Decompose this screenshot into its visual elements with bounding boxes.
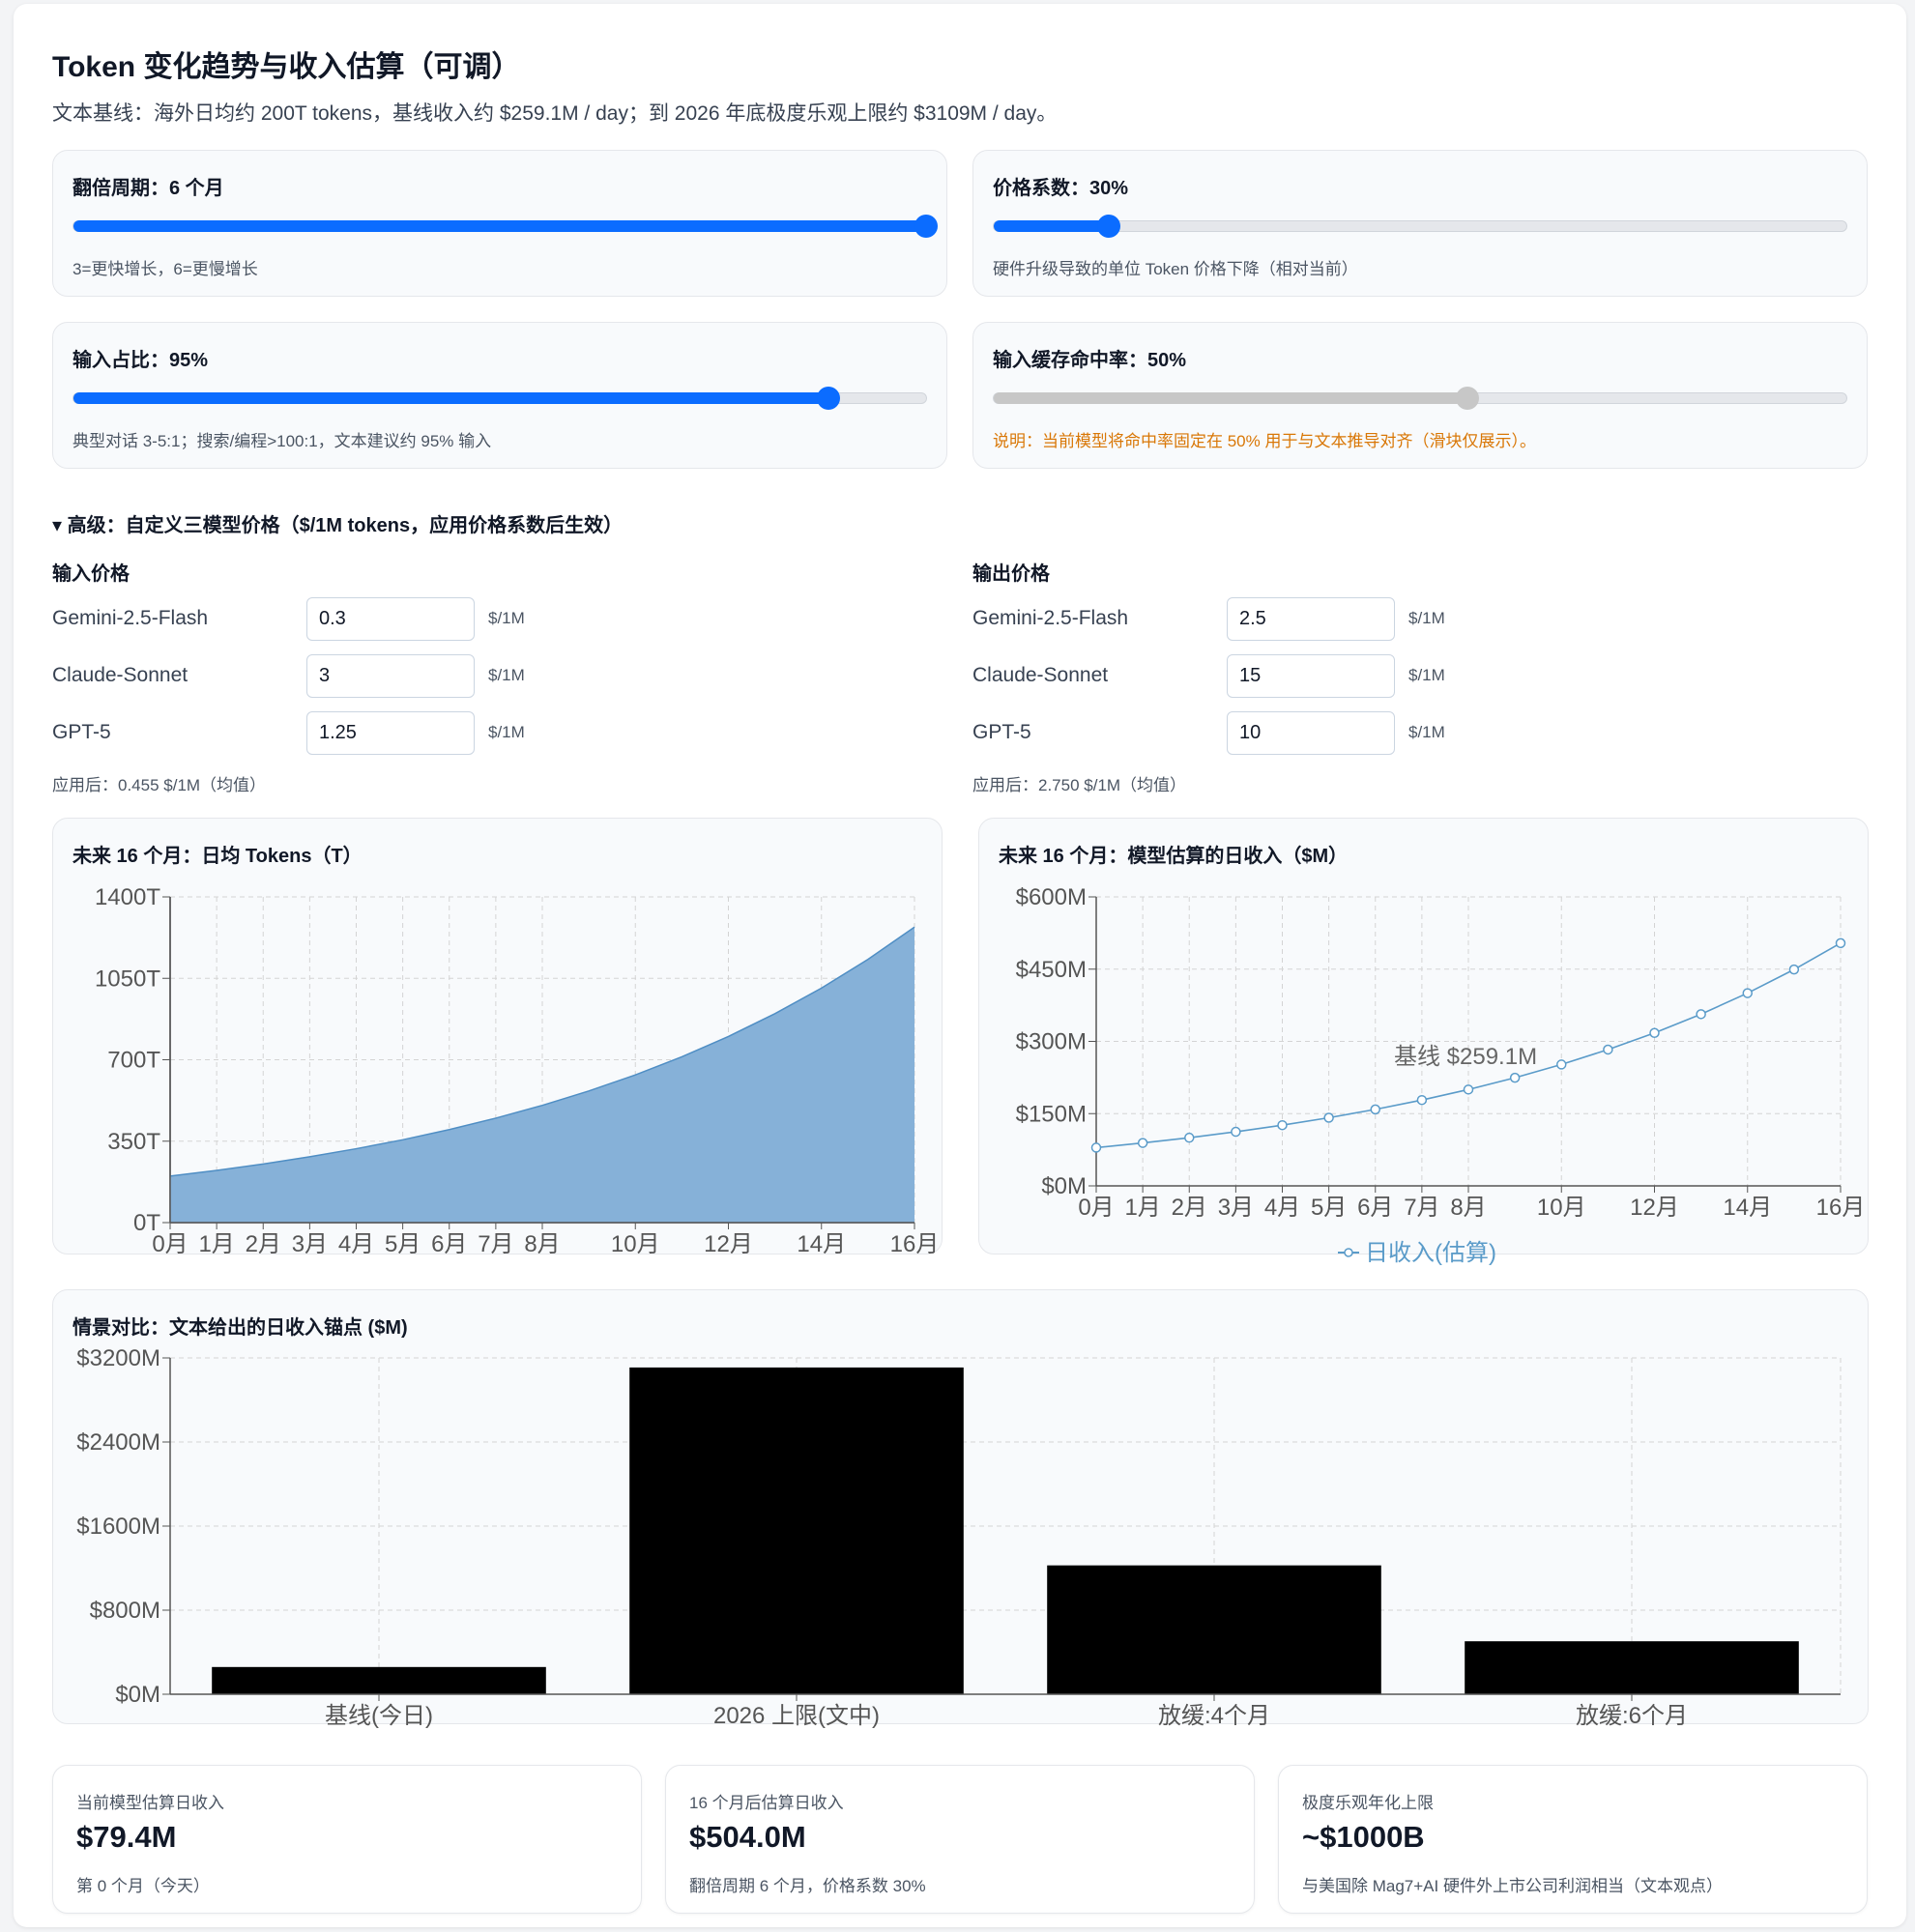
- slider-panel-price: 价格系数：30% 硬件升级导致的单位 Token 价格下降（相对当前）: [972, 150, 1868, 297]
- stat-sub: 翻倍周期 6 个月，价格系数 30%: [689, 1877, 926, 1895]
- stat-value: ~$1000B: [1302, 1820, 1425, 1854]
- slider-thumb[interactable]: [816, 387, 840, 410]
- stat-label: 16 个月后估算日收入: [689, 1794, 844, 1812]
- revenue-chart-title: 未来 16 个月：模型估算的日收入（$M）: [999, 846, 1349, 867]
- input-price-gpt5-field[interactable]: [306, 711, 475, 755]
- input-price-applied: 应用后：0.455 $/1M（均值）: [52, 776, 267, 794]
- slider-fill: [73, 220, 926, 232]
- slider-panel-cache: 输入缓存命中率：50% 说明：当前模型将命中率固定在 50% 用于与文本推导对齐…: [972, 322, 1868, 469]
- output-model-name: Claude-Sonnet: [972, 664, 1109, 686]
- page-title: Token 变化趋势与收入估算（可调）: [52, 51, 521, 83]
- slider-fill: [994, 392, 1467, 404]
- slider-label-input-ratio: 输入占比：95%: [73, 350, 209, 371]
- stat-sub: 与美国除 Mag7+AI 硬件外上市公司利润相当（文本观点）: [1302, 1877, 1723, 1895]
- output-price-claude-field[interactable]: [1227, 654, 1395, 698]
- cache-hit-slider[interactable]: [993, 387, 1847, 410]
- tokens-chart-title: 未来 16 个月：日均 Tokens（T）: [73, 846, 363, 867]
- slider-panel-doubling: 翻倍周期：6 个月 3=更快增长，6=更慢增长: [52, 150, 947, 297]
- scenario-chart-panel: 情景对比：文本给出的日收入锚点 ($M): [52, 1289, 1869, 1724]
- stat-label: 当前模型估算日收入: [76, 1794, 224, 1812]
- slider-label-doubling: 翻倍周期：6 个月: [73, 178, 224, 199]
- revenue-chart-panel: 未来 16 个月：模型估算的日收入（$M）: [978, 818, 1869, 1254]
- slider-label-cache: 输入缓存命中率：50%: [993, 350, 1187, 371]
- input-model-name: Gemini-2.5-Flash: [52, 607, 209, 629]
- slider-fill: [994, 220, 1110, 232]
- output-price-gemini-field[interactable]: [1227, 597, 1395, 641]
- slider-note-cache: 说明：当前模型将命中率固定在 50% 用于与文本推导对齐（滑块仅展示）。: [993, 432, 1536, 450]
- tokens-chart-panel: 未来 16 个月：日均 Tokens（T）: [52, 818, 943, 1254]
- input-price-heading: 输入价格: [52, 563, 130, 585]
- output-model-name: GPT-5: [972, 721, 1031, 743]
- stat-label: 极度乐观年化上限: [1302, 1794, 1434, 1812]
- input-model-name: GPT-5: [52, 721, 111, 743]
- stat-card-annual-cap: 极度乐观年化上限 ~$1000B 与美国除 Mag7+AI 硬件外上市公司利润相…: [1278, 1765, 1868, 1914]
- price-factor-slider[interactable]: [993, 215, 1847, 238]
- stat-value: $79.4M: [76, 1820, 177, 1854]
- stat-card-16-months: 16 个月后估算日收入 $504.0M 翻倍周期 6 个月，价格系数 30%: [665, 1765, 1255, 1914]
- stat-sub: 第 0 个月（今天）: [76, 1877, 210, 1895]
- slider-thumb[interactable]: [914, 215, 938, 238]
- advanced-toggle[interactable]: ▾ 高级：自定义三模型价格（$/1M tokens，应用价格系数后生效）: [52, 515, 624, 536]
- slider-label-price: 价格系数：30%: [993, 178, 1129, 199]
- slider-note-doubling: 3=更快增长，6=更慢增长: [73, 260, 258, 278]
- slider-panel-input-ratio: 输入占比：95% 典型对话 3-5:1；搜索/编程>100:1，文本建议约 95…: [52, 322, 947, 469]
- unit-label: $/1M: [1408, 609, 1445, 627]
- page-subtitle: 文本基线：海外日均约 200T tokens，基线收入约 $259.1M / d…: [52, 102, 1058, 125]
- unit-label: $/1M: [488, 723, 525, 741]
- input-price-claude-field[interactable]: [306, 654, 475, 698]
- input-price-gemini-field[interactable]: [306, 597, 475, 641]
- unit-label: $/1M: [1408, 666, 1445, 684]
- slider-thumb[interactable]: [1455, 387, 1479, 410]
- stat-value: $504.0M: [689, 1820, 806, 1854]
- unit-label: $/1M: [1408, 723, 1445, 741]
- output-price-gpt5-field[interactable]: [1227, 711, 1395, 755]
- input-ratio-slider[interactable]: [73, 387, 927, 410]
- output-price-applied: 应用后：2.750 $/1M（均值）: [972, 776, 1187, 794]
- slider-note-input-ratio: 典型对话 3-5:1；搜索/编程>100:1，文本建议约 95% 输入: [73, 432, 492, 450]
- scenario-chart-title: 情景对比：文本给出的日收入锚点 ($M): [73, 1317, 408, 1339]
- slider-thumb[interactable]: [1097, 215, 1121, 238]
- unit-label: $/1M: [488, 666, 525, 684]
- output-price-heading: 输出价格: [972, 563, 1050, 585]
- unit-label: $/1M: [488, 609, 525, 627]
- slider-note-price: 硬件升级导致的单位 Token 价格下降（相对当前）: [993, 260, 1358, 278]
- input-model-name: Claude-Sonnet: [52, 664, 189, 686]
- doubling-period-slider[interactable]: [73, 215, 938, 238]
- output-model-name: Gemini-2.5-Flash: [972, 607, 1129, 629]
- stat-card-current: 当前模型估算日收入 $79.4M 第 0 个月（今天）: [52, 1765, 642, 1914]
- slider-fill: [73, 392, 828, 404]
